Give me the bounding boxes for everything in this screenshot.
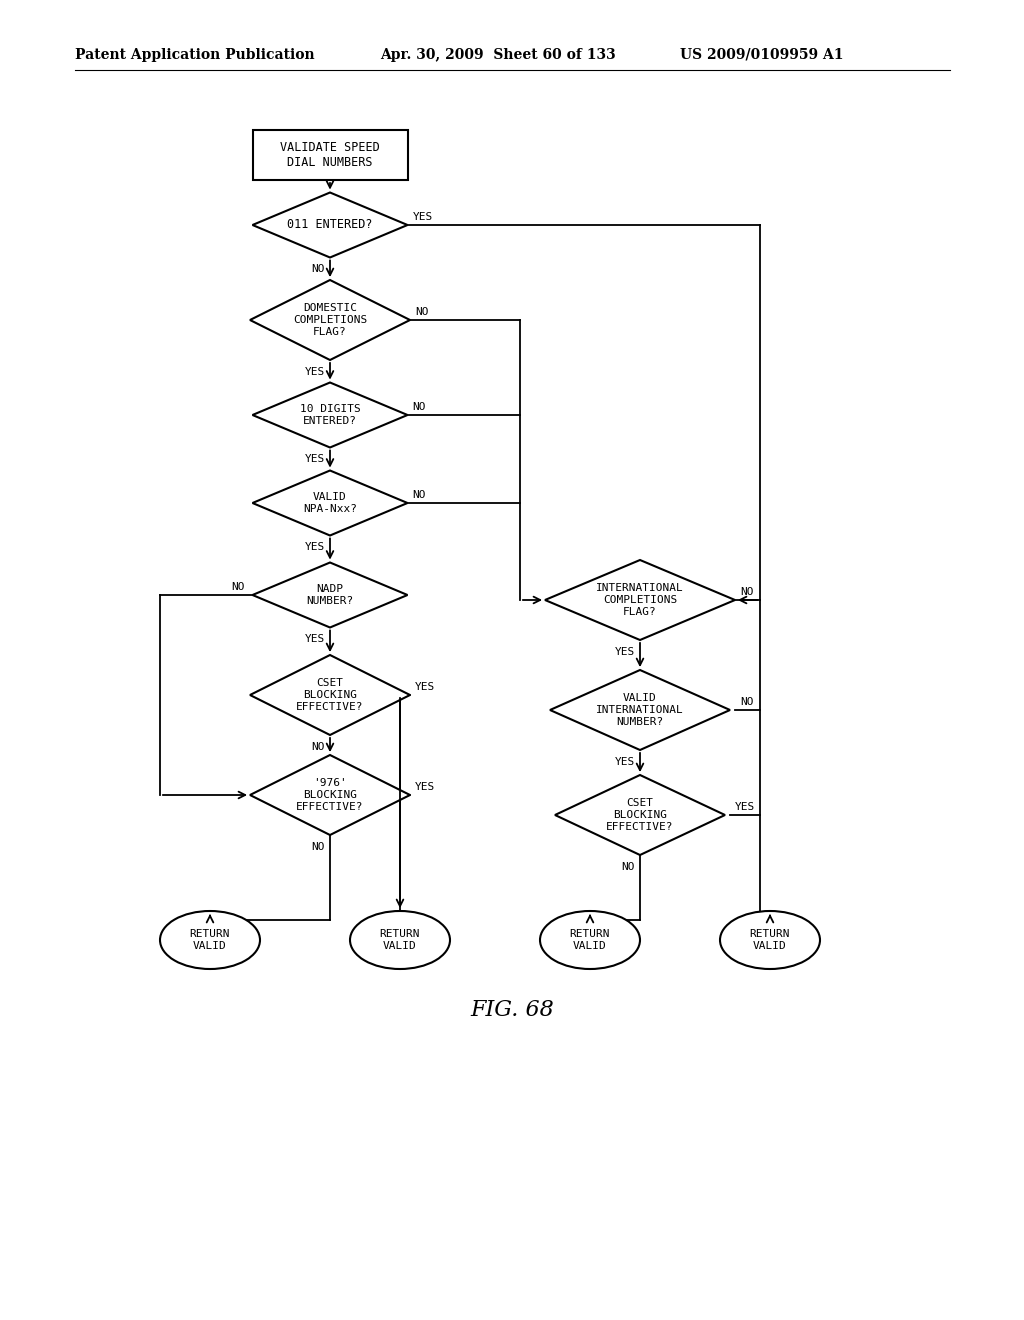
Text: YES: YES	[415, 682, 435, 692]
Text: YES: YES	[614, 756, 635, 767]
Text: DOMESTIC
COMPLETIONS
FLAG?: DOMESTIC COMPLETIONS FLAG?	[293, 304, 368, 337]
Text: YES: YES	[735, 803, 756, 812]
Text: RETURN
VALID: RETURN VALID	[189, 929, 230, 950]
Text: CSET
BLOCKING
EFFECTIVE?: CSET BLOCKING EFFECTIVE?	[606, 799, 674, 832]
Polygon shape	[253, 193, 408, 257]
FancyBboxPatch shape	[253, 129, 408, 180]
Text: 011 ENTERED?: 011 ENTERED?	[288, 219, 373, 231]
Polygon shape	[555, 775, 725, 855]
Text: NO: NO	[413, 403, 426, 412]
Text: FIG. 68: FIG. 68	[470, 999, 554, 1020]
Text: Apr. 30, 2009  Sheet 60 of 133: Apr. 30, 2009 Sheet 60 of 133	[380, 48, 615, 62]
Ellipse shape	[540, 911, 640, 969]
Polygon shape	[253, 562, 408, 627]
Text: NO: NO	[311, 264, 325, 275]
Text: Patent Application Publication: Patent Application Publication	[75, 48, 314, 62]
Text: NO: NO	[740, 697, 754, 708]
Text: YES: YES	[305, 543, 325, 553]
Text: VALID
NPA-Nxx?: VALID NPA-Nxx?	[303, 492, 357, 513]
Polygon shape	[250, 655, 410, 735]
Text: VALIDATE SPEED
DIAL NUMBERS: VALIDATE SPEED DIAL NUMBERS	[281, 141, 380, 169]
Text: INTERNATIONAL
COMPLETIONS
FLAG?: INTERNATIONAL COMPLETIONS FLAG?	[596, 583, 684, 616]
Polygon shape	[545, 560, 735, 640]
Text: NO: NO	[413, 490, 426, 500]
Ellipse shape	[720, 911, 820, 969]
Polygon shape	[253, 470, 408, 536]
Text: YES: YES	[614, 647, 635, 657]
Ellipse shape	[160, 911, 260, 969]
Text: '976'
BLOCKING
EFFECTIVE?: '976' BLOCKING EFFECTIVE?	[296, 779, 364, 812]
Text: RETURN
VALID: RETURN VALID	[380, 929, 420, 950]
Polygon shape	[250, 280, 410, 360]
Polygon shape	[550, 671, 730, 750]
Text: NO: NO	[415, 308, 428, 317]
Text: 10 DIGITS
ENTERED?: 10 DIGITS ENTERED?	[300, 404, 360, 426]
Text: YES: YES	[415, 781, 435, 792]
Text: CSET
BLOCKING
EFFECTIVE?: CSET BLOCKING EFFECTIVE?	[296, 678, 364, 711]
Text: RETURN
VALID: RETURN VALID	[569, 929, 610, 950]
Ellipse shape	[350, 911, 450, 969]
Text: NO: NO	[740, 587, 754, 597]
Text: NO: NO	[622, 862, 635, 873]
Text: NO: NO	[231, 582, 245, 591]
Text: YES: YES	[305, 367, 325, 378]
Polygon shape	[250, 755, 410, 836]
Text: NO: NO	[311, 842, 325, 851]
Text: RETURN
VALID: RETURN VALID	[750, 929, 791, 950]
Text: NO: NO	[311, 742, 325, 752]
Text: YES: YES	[413, 213, 433, 222]
Text: YES: YES	[305, 635, 325, 644]
Polygon shape	[253, 383, 408, 447]
Text: NADP
NUMBER?: NADP NUMBER?	[306, 585, 353, 606]
Text: VALID
INTERNATIONAL
NUMBER?: VALID INTERNATIONAL NUMBER?	[596, 693, 684, 726]
Text: YES: YES	[305, 454, 325, 465]
Text: US 2009/0109959 A1: US 2009/0109959 A1	[680, 48, 844, 62]
